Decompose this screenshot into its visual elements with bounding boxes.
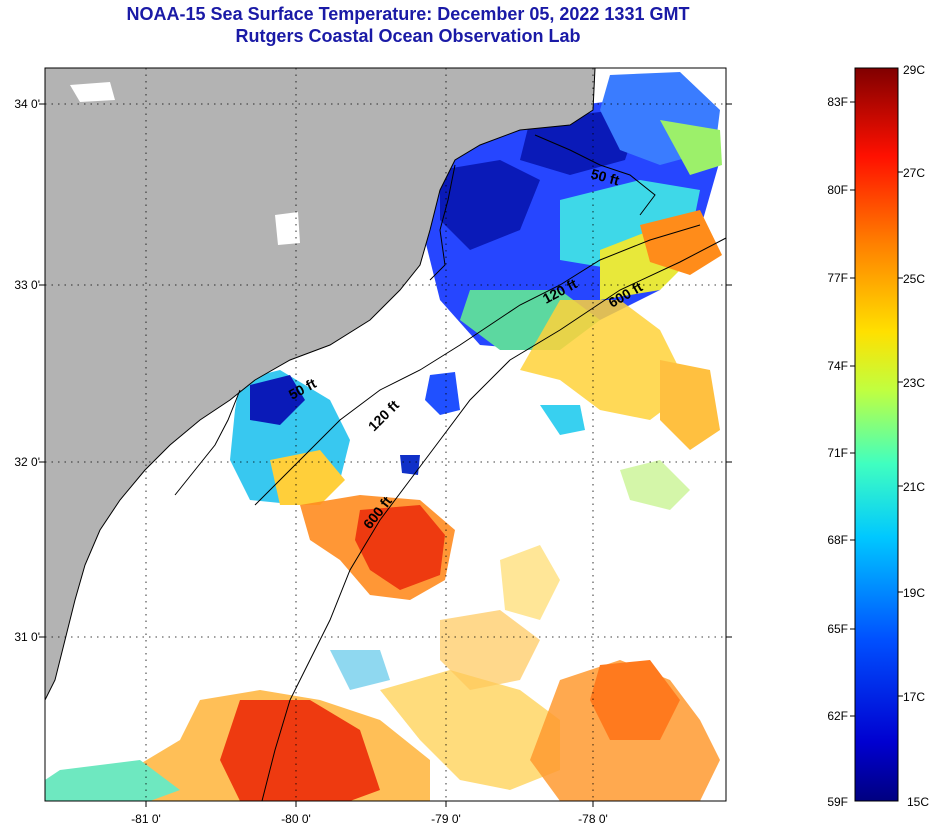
fahrenheit-label: 62F (827, 709, 848, 723)
fahrenheit-label: 59F (827, 795, 848, 809)
isobath-50ft (534, 134, 656, 216)
fahrenheit-label: 80F (827, 183, 848, 197)
celsius-label: 19C (903, 586, 925, 600)
celsius-label: 15C (907, 795, 929, 809)
fahrenheit-label: 71F (827, 446, 848, 460)
latitude-labels: 34 0' 33 0' 32 0' 31 0' (14, 97, 40, 644)
celsius-label: 23C (903, 376, 925, 390)
lat-tick-label: 34 0' (14, 97, 40, 111)
lon-tick-label: -79 0' (431, 812, 461, 826)
land-area (45, 68, 596, 701)
fahrenheit-label: 68F (827, 533, 848, 547)
isobath-lines (174, 134, 726, 801)
fahrenheit-label: 74F (827, 359, 848, 373)
celsius-label: 27C (903, 166, 925, 180)
celsius-label: 21C (903, 480, 925, 494)
fahrenheit-label: 77F (827, 271, 848, 285)
fahrenheit-label: 65F (827, 622, 848, 636)
lat-tick-label: 33 0' (14, 278, 40, 292)
colorbar-fahrenheit-labels: 83F 80F 77F 74F 71F 68F 65F 62F 59F (827, 95, 848, 809)
map-frame (44, 67, 727, 802)
lat-tick-label: 31 0' (14, 630, 40, 644)
longitude-labels: -81 0' -80 0' -79 0' -78 0' (131, 812, 608, 826)
celsius-label: 25C (903, 272, 925, 286)
colorbar-gradient (854, 67, 899, 802)
colorbar-celsius-labels: 29C 27C 25C 23C 21C 19C 17C 15C (903, 63, 929, 809)
fahrenheit-label: 83F (827, 95, 848, 109)
lat-tick-label: 32 0' (14, 455, 40, 469)
celsius-label: 29C (903, 63, 925, 77)
map-subtitle: Rutgers Coastal Ocean Observation Lab (235, 26, 581, 46)
sst-data-layer (45, 72, 722, 801)
lon-tick-label: -78 0' (578, 812, 608, 826)
isobath-600ft (261, 237, 726, 801)
map-title: NOAA-15 Sea Surface Temperature: Decembe… (126, 4, 690, 24)
isobath-120ft (254, 224, 701, 506)
colorbar-ticks (850, 101, 903, 717)
lon-tick-label: -81 0' (131, 812, 161, 826)
axis-ticks (39, 103, 732, 807)
celsius-label: 17C (903, 690, 925, 704)
lon-tick-label: -80 0' (281, 812, 311, 826)
isobath-label: 50 ft (589, 165, 621, 188)
